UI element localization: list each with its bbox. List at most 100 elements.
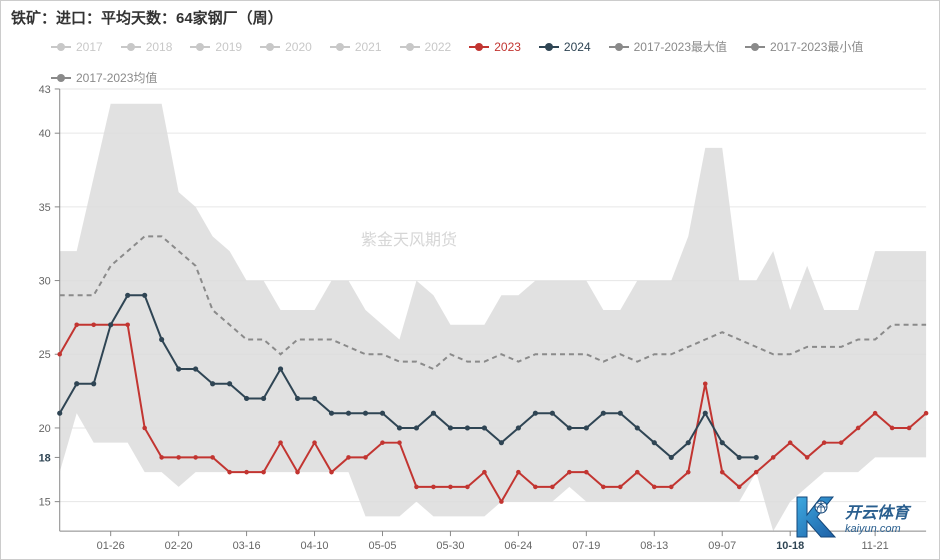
series-point-2023 bbox=[465, 485, 470, 490]
legend-marker-icon bbox=[609, 42, 629, 52]
legend-item-2020[interactable]: 2020 bbox=[260, 38, 312, 55]
y-tick-label: 30 bbox=[39, 276, 51, 288]
legend-item-2024[interactable]: 2024 bbox=[539, 38, 591, 55]
series-point-2024 bbox=[686, 440, 691, 445]
series-point-2024 bbox=[516, 425, 521, 430]
series-point-2024 bbox=[652, 440, 657, 445]
legend-item-2023[interactable]: 2023 bbox=[469, 38, 521, 55]
series-point-2024 bbox=[91, 381, 96, 386]
series-point-2024 bbox=[363, 411, 368, 416]
series-point-2023 bbox=[516, 470, 521, 475]
series-point-2023 bbox=[482, 470, 487, 475]
series-point-2023 bbox=[567, 470, 572, 475]
series-point-2024 bbox=[227, 381, 232, 386]
y-tick-label: 18 bbox=[39, 452, 51, 464]
logo-cn: 开云体育 bbox=[845, 499, 909, 523]
x-tick-label: 11-21 bbox=[862, 540, 889, 552]
legend-item-2022[interactable]: 2022 bbox=[400, 38, 452, 55]
series-point-2024 bbox=[159, 337, 164, 342]
series-point-2023 bbox=[125, 322, 130, 327]
series-point-2024 bbox=[669, 455, 674, 460]
plot-area: 151820253035404301-2602-2003-1604-1005-0… bbox=[1, 81, 939, 559]
legend-marker-icon bbox=[539, 42, 559, 52]
series-point-2024 bbox=[465, 425, 470, 430]
brand-logo: 开云体育 kaiyun.com bbox=[791, 493, 909, 541]
x-tick-label: 01-26 bbox=[97, 540, 125, 552]
x-tick-label: 05-05 bbox=[368, 540, 396, 552]
logo-icon bbox=[791, 493, 839, 541]
series-point-2023 bbox=[635, 470, 640, 475]
series-point-2023 bbox=[805, 455, 810, 460]
series-point-2023 bbox=[329, 470, 334, 475]
legend-item-2017[interactable]: 2017 bbox=[51, 38, 103, 55]
legend-item-2017-2023最大值[interactable]: 2017-2023最大值 bbox=[609, 38, 727, 55]
y-tick-label: 43 bbox=[39, 84, 51, 96]
series-point-2023 bbox=[703, 381, 708, 386]
series-point-2023 bbox=[924, 411, 929, 416]
series-point-2023 bbox=[414, 485, 419, 490]
series-point-2023 bbox=[91, 322, 96, 327]
series-point-2024 bbox=[346, 411, 351, 416]
series-point-2024 bbox=[584, 425, 589, 430]
series-point-2023 bbox=[295, 470, 300, 475]
x-tick-label: 06-24 bbox=[504, 540, 532, 552]
series-point-2023 bbox=[686, 470, 691, 475]
series-point-2024 bbox=[57, 411, 62, 416]
legend-item-2021[interactable]: 2021 bbox=[330, 38, 382, 55]
series-point-2024 bbox=[210, 381, 215, 386]
series-point-2023 bbox=[431, 485, 436, 490]
series-point-2023 bbox=[363, 455, 368, 460]
series-point-2023 bbox=[601, 485, 606, 490]
legend-marker-icon bbox=[190, 42, 210, 52]
series-point-2024 bbox=[261, 396, 266, 401]
logo-text: 开云体育 kaiyun.com bbox=[845, 499, 909, 535]
x-tick-label: 08-13 bbox=[640, 540, 668, 552]
series-point-2023 bbox=[397, 440, 402, 445]
series-point-2023 bbox=[533, 485, 538, 490]
series-point-2024 bbox=[499, 440, 504, 445]
series-point-2024 bbox=[142, 293, 147, 298]
legend-item-2018[interactable]: 2018 bbox=[121, 38, 173, 55]
series-point-2023 bbox=[244, 470, 249, 475]
legend-item-2017-2023最小值[interactable]: 2017-2023最小值 bbox=[745, 38, 863, 55]
series-point-2023 bbox=[499, 499, 504, 504]
x-tick-label: 04-10 bbox=[301, 540, 329, 552]
legend-label: 2019 bbox=[215, 40, 242, 54]
series-point-2023 bbox=[176, 455, 181, 460]
series-point-2024 bbox=[414, 425, 419, 430]
series-point-2024 bbox=[754, 455, 759, 460]
x-tick-label: 05-30 bbox=[436, 540, 464, 552]
series-point-2023 bbox=[839, 440, 844, 445]
series-point-2024 bbox=[482, 425, 487, 430]
x-tick-label: 02-20 bbox=[165, 540, 193, 552]
legend-label: 2022 bbox=[425, 40, 452, 54]
series-point-2023 bbox=[448, 485, 453, 490]
legend-label: 2017-2023最大值 bbox=[634, 38, 727, 55]
series-point-2024 bbox=[193, 366, 198, 371]
legend-label: 2023 bbox=[494, 40, 521, 54]
series-point-2023 bbox=[754, 470, 759, 475]
legend-item-2019[interactable]: 2019 bbox=[190, 38, 242, 55]
legend-marker-icon bbox=[260, 42, 280, 52]
range-band bbox=[60, 104, 926, 531]
series-point-2024 bbox=[550, 411, 555, 416]
series-point-2024 bbox=[431, 411, 436, 416]
series-point-2023 bbox=[142, 426, 147, 431]
legend-label: 2017-2023最小值 bbox=[770, 38, 863, 55]
series-point-2023 bbox=[159, 455, 164, 460]
y-tick-label: 20 bbox=[39, 423, 51, 435]
series-point-2024 bbox=[448, 425, 453, 430]
series-point-2023 bbox=[346, 455, 351, 460]
series-point-2024 bbox=[618, 411, 623, 416]
y-tick-label: 40 bbox=[39, 128, 51, 140]
legend-label: 2020 bbox=[285, 40, 312, 54]
series-point-2023 bbox=[618, 485, 623, 490]
series-point-2024 bbox=[737, 455, 742, 460]
y-tick-label: 35 bbox=[39, 202, 51, 214]
series-point-2023 bbox=[210, 455, 215, 460]
series-point-2023 bbox=[669, 485, 674, 490]
series-point-2023 bbox=[907, 426, 912, 431]
x-tick-label: 03-16 bbox=[233, 540, 261, 552]
legend-label: 2017 bbox=[76, 40, 103, 54]
legend-marker-icon bbox=[469, 42, 489, 52]
